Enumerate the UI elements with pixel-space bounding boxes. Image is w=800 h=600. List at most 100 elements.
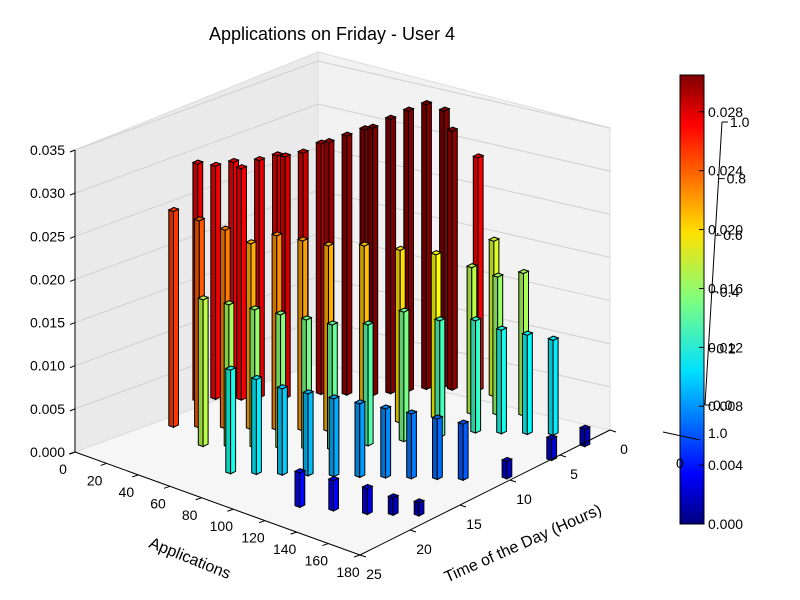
bar-side (522, 332, 528, 436)
bar-top (248, 305, 262, 311)
bar-top (469, 316, 482, 322)
bar-top (219, 225, 232, 231)
bars (167, 99, 592, 517)
x-tick-mark (100, 462, 107, 466)
x-tick-label: 140 (273, 541, 297, 557)
bar (250, 374, 263, 476)
bar-front (255, 376, 262, 476)
bar-front (385, 405, 392, 479)
colorbar-tick-labels: 0.000 0.004 0.008 0.012 0.016 0.020 0.024 0.028 (699, 104, 743, 532)
bar-top (253, 155, 266, 162)
bar-side (546, 436, 553, 462)
y-axis-line (359, 429, 611, 556)
bar (362, 320, 375, 447)
bar-front (240, 165, 247, 402)
overlay-tick-label: 0.4 (720, 284, 740, 300)
bar-top (191, 159, 204, 165)
bar-side (225, 367, 232, 475)
bar-side (294, 470, 301, 509)
bar-top (402, 106, 415, 112)
bar-side (501, 459, 508, 480)
bar (361, 483, 374, 516)
bar-front (451, 128, 458, 392)
colorbar: 0.000 0.004 0.008 0.012 0.016 0.020 0.024 0.028… (662, 74, 750, 532)
bar-front (346, 132, 353, 397)
bar-top (276, 384, 289, 390)
bar-side (251, 377, 257, 476)
y-tick-labels: 0 5 10 15 20 25 (359, 429, 628, 582)
bar (545, 434, 558, 462)
grid-line (74, 60, 319, 151)
x-tick-mark (353, 554, 361, 558)
bar-front (333, 395, 340, 478)
bar-top (438, 106, 451, 112)
bar-top (322, 138, 336, 144)
overlay-extra-label: 0 (676, 455, 684, 471)
x-tick-label: 80 (182, 507, 198, 523)
bar (224, 365, 237, 475)
bar-top (296, 236, 309, 242)
bar-top (250, 374, 263, 381)
colorbar-gradient (679, 74, 705, 525)
colorbar-overlay-axis (704, 121, 723, 406)
colorbar-tick-label: 0.012 (708, 339, 743, 355)
bar-side (277, 386, 283, 476)
bar-front (552, 337, 559, 437)
overlay-tick-label: 0.6 (723, 227, 743, 243)
x-tick-mark (132, 474, 139, 478)
grid-line (317, 103, 611, 172)
bar-top (521, 330, 534, 336)
bar-front (506, 458, 513, 480)
y-tick-label: 20 (416, 541, 432, 557)
bar-side (470, 318, 477, 434)
bar-top (209, 161, 222, 168)
x-tick-mark (322, 543, 329, 547)
bar-front (359, 400, 366, 479)
bar (167, 206, 180, 429)
overlay-tick-label: 1.0 (730, 114, 750, 130)
bar (521, 330, 534, 436)
bar-top (397, 307, 411, 313)
bar-top (362, 320, 375, 326)
bar-front (500, 326, 507, 435)
overlay-extra-label: 1.0 (708, 425, 728, 441)
y-tick-mark (609, 429, 617, 433)
axis-lines (74, 150, 611, 556)
bar-side (398, 309, 405, 443)
bar-side (328, 478, 334, 512)
bar-top (300, 315, 313, 321)
x-axis-label: Applications (147, 535, 233, 583)
bar-top (578, 424, 592, 431)
bar-front (333, 477, 339, 512)
bar-top (302, 389, 315, 395)
bar-side (432, 416, 438, 481)
bar (578, 424, 592, 448)
bar-side (341, 133, 348, 396)
bar-top (167, 206, 180, 213)
z-tick-mark (69, 408, 76, 412)
bar-front (173, 208, 179, 429)
bar-top (431, 414, 444, 420)
grid-line (74, 103, 319, 194)
bar-side (328, 396, 335, 478)
bar-side (315, 141, 322, 396)
x-tick-label: 160 (305, 553, 329, 569)
x-tick-label: 100 (210, 518, 234, 534)
bar-front (299, 469, 306, 509)
bar-front (230, 366, 237, 475)
bar-top (293, 468, 307, 474)
bar-front (215, 163, 222, 401)
bar-side (236, 166, 242, 401)
bar-top (193, 216, 206, 222)
bar-top (491, 272, 504, 278)
bar-front (584, 426, 591, 448)
overlay-tick-label: 0.0 (713, 397, 733, 413)
bar (197, 295, 210, 448)
colorbar-tick-label: 0.000 (708, 516, 743, 532)
z-tick-label: 0.015 (30, 315, 65, 331)
bar (327, 394, 341, 478)
y-tick-mark (559, 454, 567, 458)
bar-top (271, 151, 284, 157)
bar-front (462, 420, 469, 482)
